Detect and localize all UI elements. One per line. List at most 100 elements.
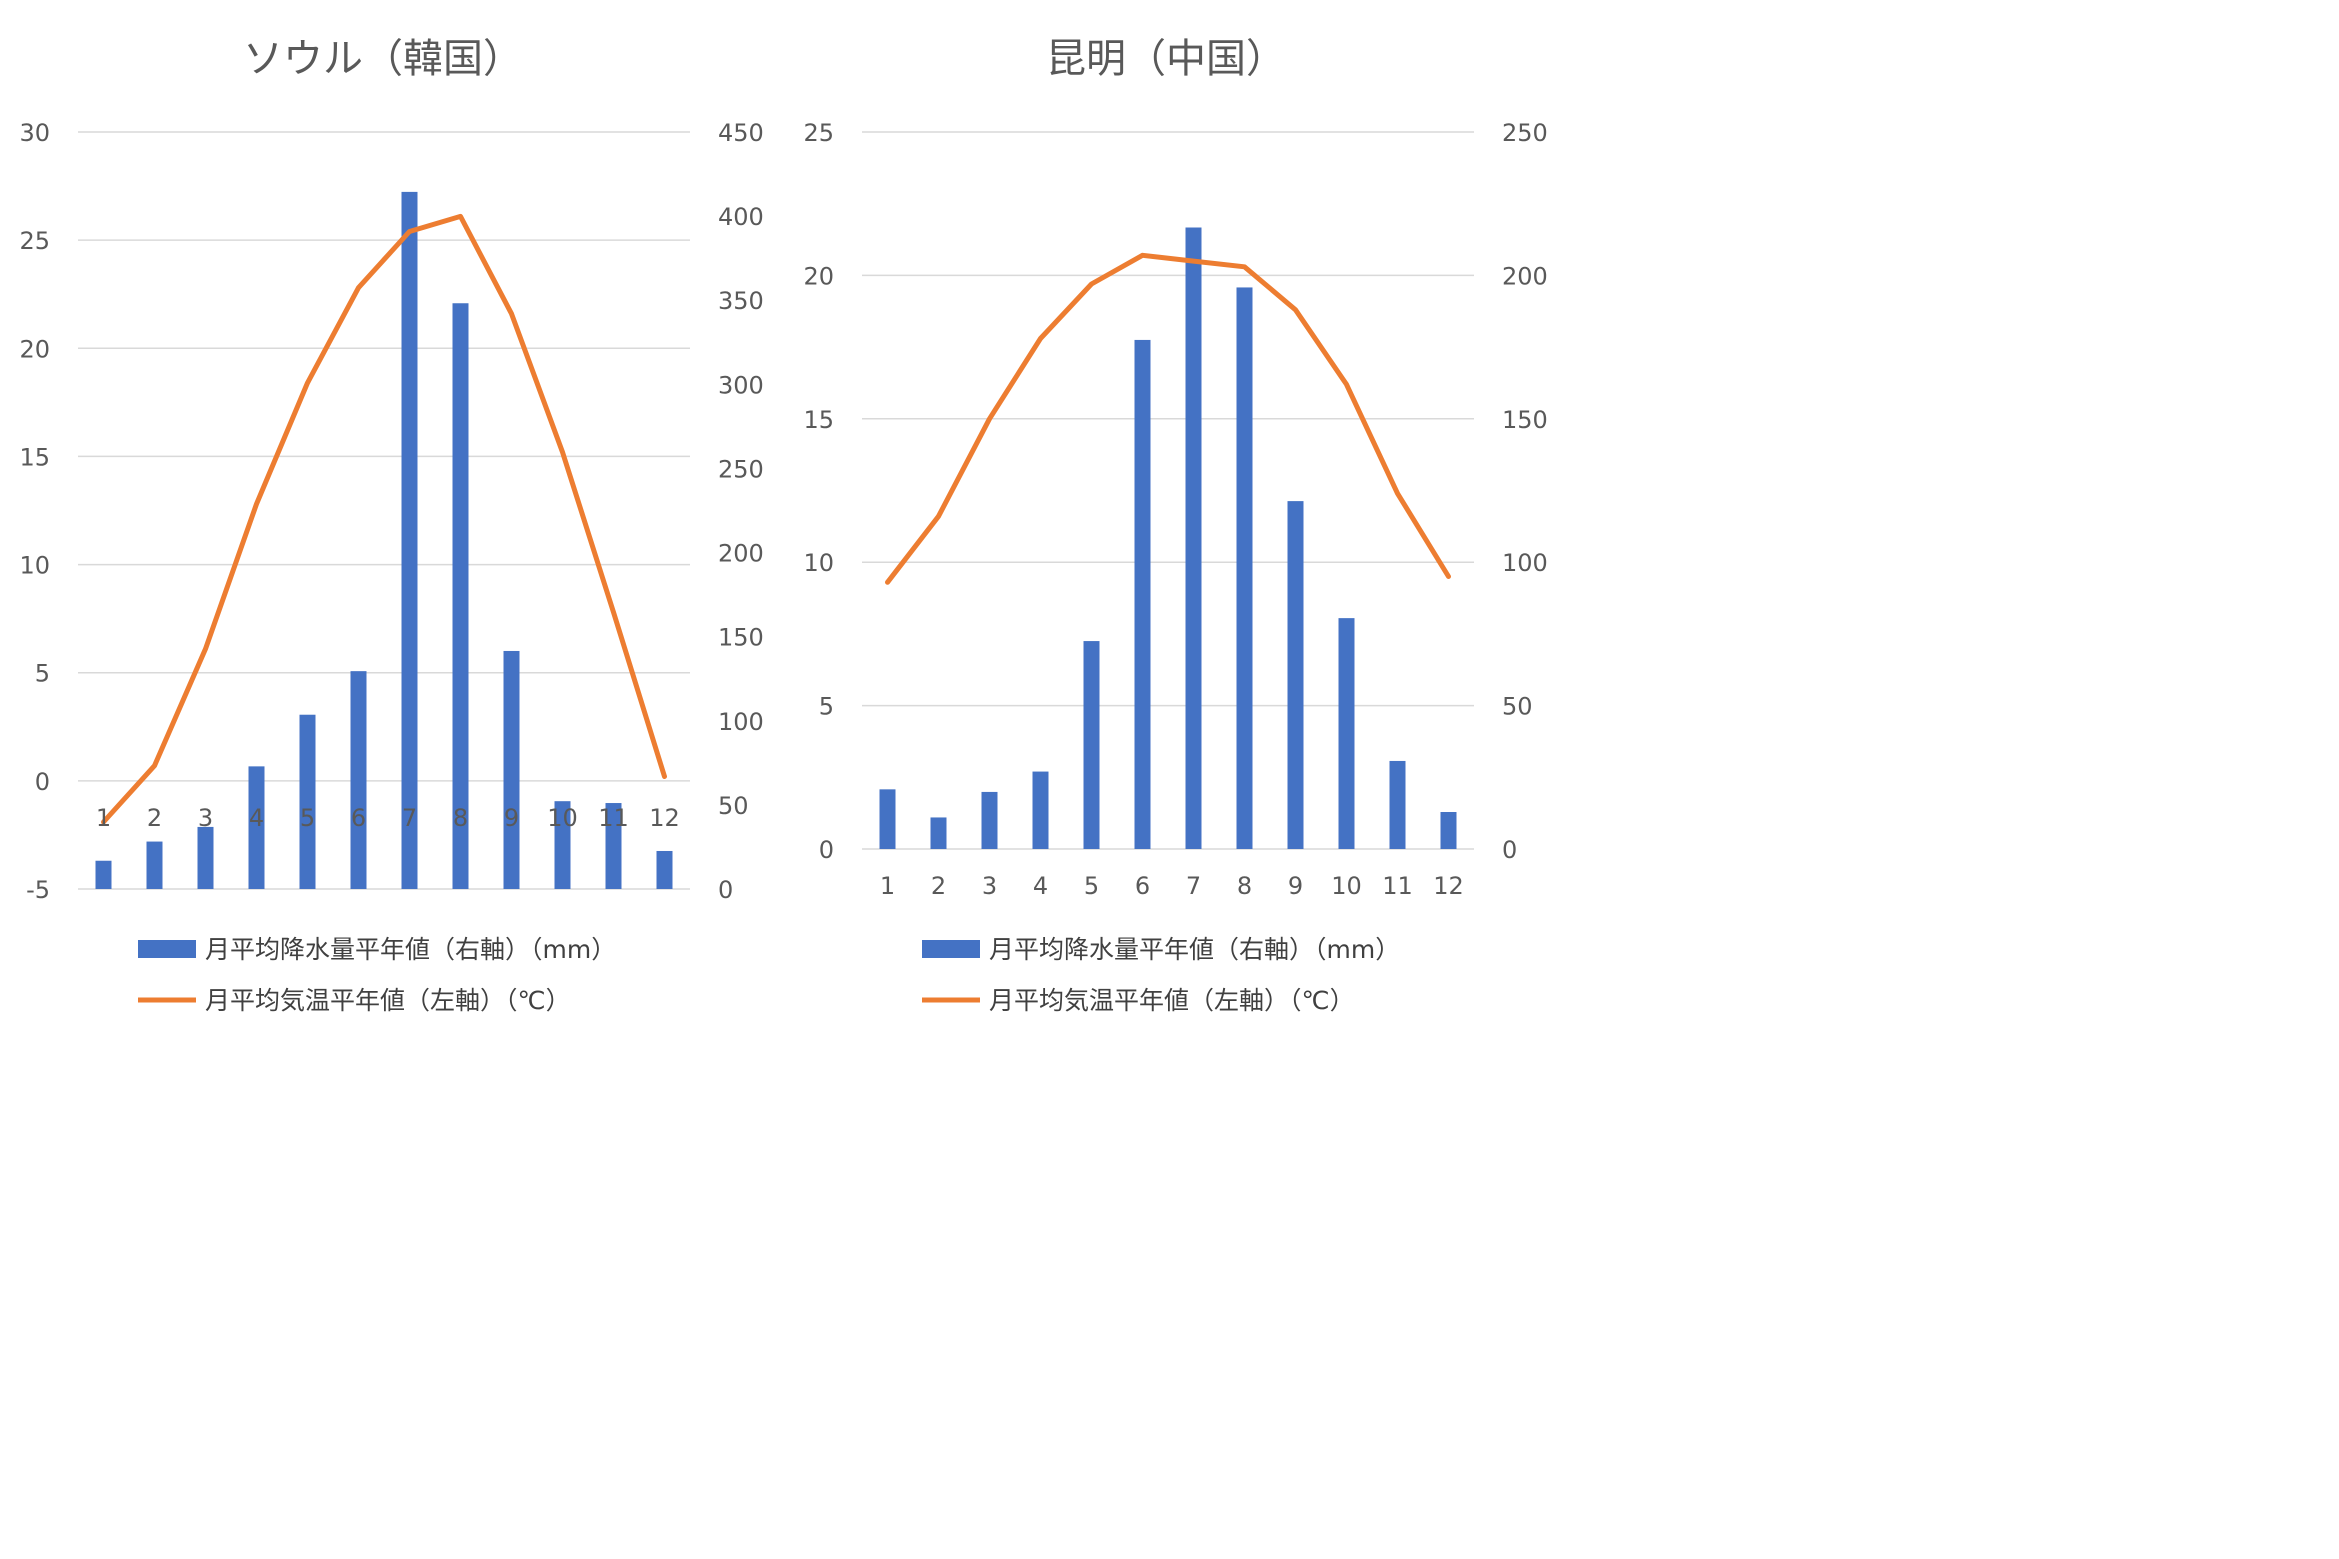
legend-temp-label: 月平均気温平年値（左軸）（℃） xyxy=(205,986,571,1015)
left-axis-tick-label: -5 xyxy=(26,876,50,904)
seoul-chart-title: ソウル（韓国） xyxy=(243,36,523,82)
legend-precip-label: 月平均降水量平年値（右軸）（mm） xyxy=(205,935,616,964)
category-tick-label: 11 xyxy=(1382,872,1413,900)
kunming-legend: 月平均降水量平年値（右軸）（mm） 月平均気温平年値（左軸）（℃） xyxy=(922,935,1400,1015)
category-tick-label: 7 xyxy=(402,804,417,832)
precip-bar xyxy=(1287,501,1304,849)
precip-bar xyxy=(981,791,998,849)
seoul-category-axis: 1 2 3 4 5 6 7 8 9 10 11 12 xyxy=(96,804,680,832)
left-axis-tick-label: 30 xyxy=(19,119,50,147)
category-tick-label: 3 xyxy=(198,804,213,832)
right-axis-tick-label: 200 xyxy=(1502,262,1548,290)
precip-bar xyxy=(930,817,947,849)
right-axis-tick-label: 250 xyxy=(1502,119,1548,147)
kunming-temp-line xyxy=(885,252,1451,585)
category-tick-label: 2 xyxy=(931,872,946,900)
category-tick-label: 1 xyxy=(96,804,111,832)
category-tick-label: 11 xyxy=(598,804,629,832)
category-tick-label: 3 xyxy=(982,872,997,900)
legend-precip-label: 月平均降水量平年値（右軸）（mm） xyxy=(989,935,1400,964)
precip-bar xyxy=(350,671,367,889)
right-axis-tick-label: 50 xyxy=(718,792,749,820)
precip-bar xyxy=(503,650,520,889)
category-tick-label: 6 xyxy=(351,804,366,832)
right-axis-tick-label: 150 xyxy=(1502,406,1548,434)
seoul-gridlines xyxy=(78,131,690,890)
precip-bar xyxy=(197,826,214,889)
category-tick-label: 8 xyxy=(1237,872,1252,900)
kunming-right-axis: 0 50 100 150 200 250 xyxy=(1502,119,1548,864)
left-axis-tick-label: 25 xyxy=(803,119,834,147)
kunming-left-axis: 0 5 10 15 20 25 xyxy=(803,119,834,864)
precip-bar xyxy=(146,841,163,889)
precip-bar xyxy=(554,801,571,889)
temperature-line xyxy=(101,213,667,825)
precip-bar xyxy=(401,191,418,890)
precip-bar xyxy=(1236,287,1253,850)
left-axis-tick-label: 0 xyxy=(35,768,50,796)
legend-precip-swatch xyxy=(138,940,196,958)
right-axis-tick-label: 150 xyxy=(718,624,764,652)
category-tick-label: 6 xyxy=(1135,872,1150,900)
category-tick-label: 7 xyxy=(1186,872,1201,900)
precip-bar xyxy=(1338,618,1355,849)
precip-bar xyxy=(299,714,316,889)
left-axis-tick-label: 10 xyxy=(19,552,50,580)
seoul-legend: 月平均降水量平年値（右軸）（mm） 月平均気温平年値（左軸）（℃） xyxy=(138,935,616,1015)
right-axis-tick-label: 100 xyxy=(1502,549,1548,577)
legend-precip-swatch xyxy=(922,940,980,958)
precip-bar xyxy=(605,803,622,889)
category-tick-label: 10 xyxy=(547,804,578,832)
right-axis-tick-label: 250 xyxy=(718,455,764,483)
right-axis-tick-label: 0 xyxy=(1502,836,1517,864)
left-axis-tick-label: 15 xyxy=(19,443,50,471)
temperature-line xyxy=(885,252,1451,585)
seoul-left-axis: -5 0 5 10 15 20 25 30 xyxy=(19,119,50,904)
category-tick-label: 12 xyxy=(1433,872,1464,900)
precip-bar xyxy=(879,789,896,849)
precip-bar xyxy=(1440,812,1457,849)
category-tick-label: 4 xyxy=(1033,872,1048,900)
precip-bar xyxy=(656,850,673,889)
seoul-temp-line xyxy=(101,213,667,825)
right-axis-tick-label: 200 xyxy=(718,540,764,568)
kunming-chart-title: 昆明（中国） xyxy=(1046,36,1286,82)
precip-bar xyxy=(1032,771,1049,849)
left-axis-tick-label: 15 xyxy=(803,406,834,434)
category-tick-label: 10 xyxy=(1331,872,1362,900)
precip-bar xyxy=(95,860,112,889)
precip-bar xyxy=(452,303,469,889)
right-axis-tick-label: 50 xyxy=(1502,693,1533,721)
left-axis-tick-label: 0 xyxy=(819,836,834,864)
right-axis-tick-label: 400 xyxy=(718,203,764,231)
category-tick-label: 2 xyxy=(147,804,162,832)
seoul-right-axis: 0 50 100 150 200 250 300 350 400 450 xyxy=(718,119,764,904)
right-axis-tick-label: 450 xyxy=(718,119,764,147)
right-axis-tick-label: 0 xyxy=(718,876,733,904)
category-tick-label: 9 xyxy=(504,804,519,832)
left-axis-tick-label: 20 xyxy=(19,335,50,363)
category-tick-label: 5 xyxy=(1084,872,1099,900)
category-tick-label: 8 xyxy=(453,804,468,832)
left-axis-tick-label: 10 xyxy=(803,549,834,577)
left-axis-tick-label: 5 xyxy=(35,660,50,688)
precip-bar xyxy=(1134,339,1151,849)
kunming-category-axis: 1 2 3 4 5 6 7 8 9 10 11 12 xyxy=(880,872,1464,900)
left-axis-tick-label: 5 xyxy=(819,693,834,721)
precip-bar xyxy=(1185,227,1202,849)
category-tick-label: 12 xyxy=(649,804,680,832)
kunming-precip-bars xyxy=(879,227,1457,850)
left-axis-tick-label: 20 xyxy=(803,262,834,290)
right-axis-tick-label: 100 xyxy=(718,708,764,736)
category-tick-label: 5 xyxy=(300,804,315,832)
category-tick-label: 1 xyxy=(880,872,895,900)
right-axis-tick-label: 300 xyxy=(718,371,764,399)
legend-temp-label: 月平均気温平年値（左軸）（℃） xyxy=(989,986,1355,1015)
seoul-precip-bars xyxy=(95,191,673,890)
kunming-gridlines xyxy=(862,131,1474,850)
left-axis-tick-label: 25 xyxy=(19,227,50,255)
category-tick-label: 4 xyxy=(249,804,264,832)
